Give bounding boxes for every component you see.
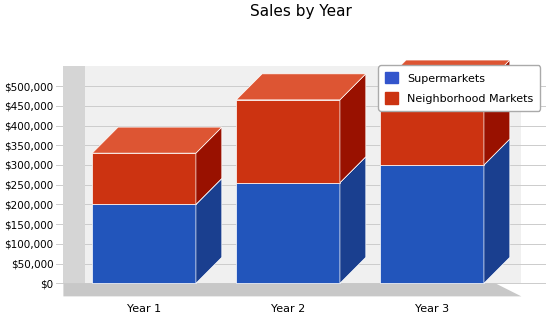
Polygon shape [92, 153, 196, 204]
Polygon shape [380, 139, 510, 165]
Polygon shape [196, 178, 222, 283]
Legend: Supermarkets, Neighborhood Markets: Supermarkets, Neighborhood Markets [378, 66, 540, 111]
Polygon shape [484, 60, 510, 165]
Polygon shape [85, 66, 521, 283]
Polygon shape [380, 86, 484, 165]
Polygon shape [380, 165, 484, 283]
Polygon shape [236, 74, 366, 100]
Polygon shape [63, 66, 85, 283]
Polygon shape [340, 74, 366, 183]
Polygon shape [484, 139, 510, 283]
Polygon shape [92, 127, 222, 153]
Polygon shape [92, 178, 222, 204]
Polygon shape [380, 60, 510, 86]
Polygon shape [196, 127, 222, 204]
Polygon shape [340, 157, 366, 283]
Polygon shape [236, 183, 340, 283]
Title: Sales by Year: Sales by Year [250, 4, 352, 19]
Polygon shape [236, 157, 366, 183]
Polygon shape [236, 100, 340, 183]
Polygon shape [63, 283, 521, 296]
Polygon shape [92, 204, 196, 283]
